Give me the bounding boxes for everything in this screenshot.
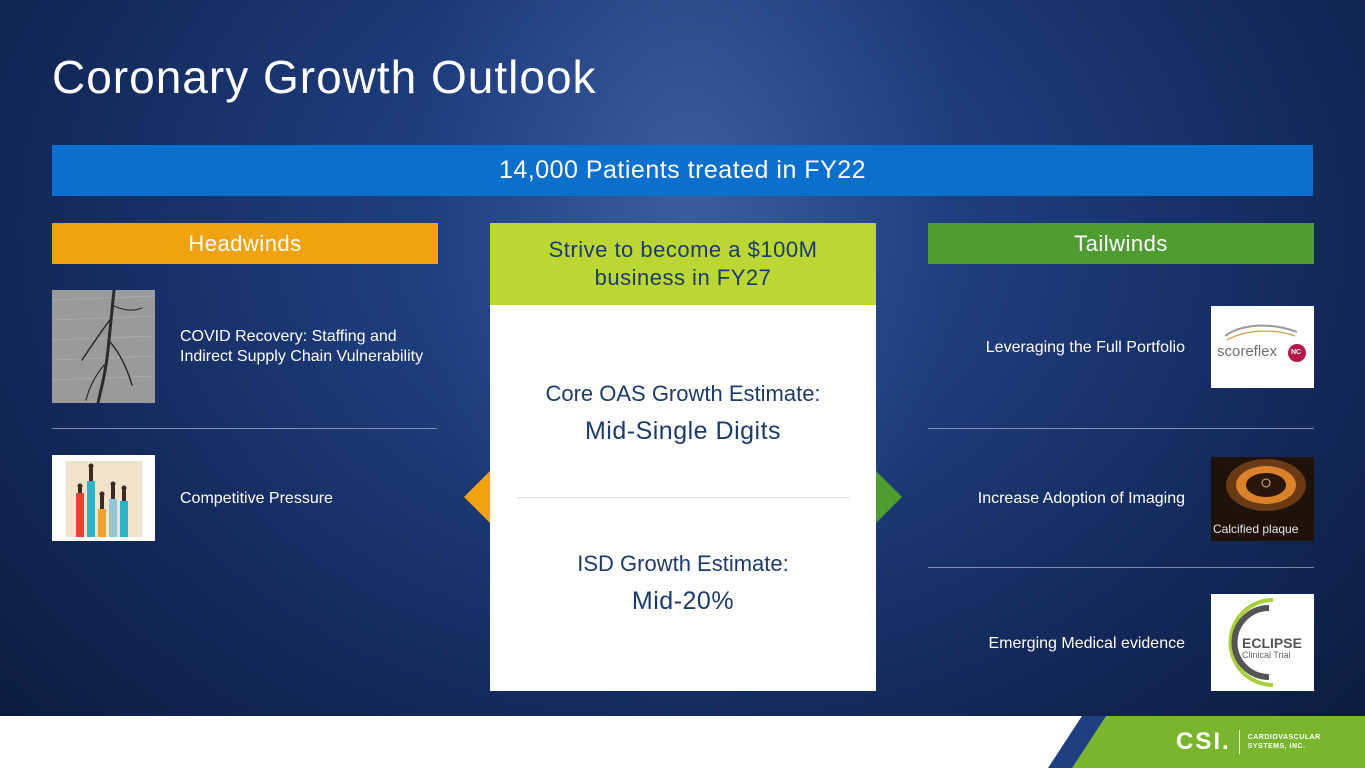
tailwinds-divider-1 [928, 428, 1314, 429]
eclipse-subtitle: Clinical Trial [1242, 650, 1291, 660]
logo-line-1: CARDIOVASCULAR [1247, 734, 1321, 741]
isd-label: ISD Growth Estimate: [577, 551, 789, 576]
footer-green-stripe [1072, 716, 1365, 768]
headwinds-divider [52, 428, 437, 429]
csi-logo-mark: CSI. [1176, 728, 1231, 755]
scoreflex-swoosh-icon [1224, 324, 1306, 362]
arrow-left-icon [464, 471, 490, 523]
arrow-right-icon [876, 471, 902, 523]
csi-logo-text: CARDIOVASCULAR SYSTEMS, INC. [1248, 733, 1321, 751]
isd-estimate: ISD Growth Estimate: Mid-20% [490, 551, 876, 616]
imaging-image: Calcified plaque [1211, 457, 1314, 541]
csi-logo: CSI. CARDIOVASCULAR SYSTEMS, INC. [1176, 727, 1321, 757]
tailwind-item-portfolio: Leveraging the Full Portfolio [985, 339, 1185, 356]
logo-separator [1238, 730, 1240, 754]
eclipse-title: ECLIPSE [1242, 635, 1302, 651]
scoreflex-wordmark: scoreflex [1217, 343, 1278, 360]
center-goal-card: Strive to become a $100M business in FY2… [490, 223, 876, 691]
calcified-plaque-caption: Calcified plaque [1213, 522, 1299, 536]
oct-imaging-icon [1211, 457, 1314, 541]
competition-image [52, 455, 155, 541]
goal-header: Strive to become a $100M business in FY2… [490, 223, 876, 305]
patients-banner: 14,000 Patients treated in FY22 [52, 145, 1313, 196]
isd-value: Mid-20% [631, 587, 735, 615]
bar-chart-people-icon [66, 461, 142, 537]
tailwind-item-evidence: Emerging Medical evidence [988, 635, 1185, 652]
center-divider [516, 497, 850, 498]
core-oas-label: Core OAS Growth Estimate: [545, 381, 821, 406]
headwind-item-covid: COVID Recovery: Staffing and Indirect Su… [180, 328, 424, 365]
tailwinds-header: Tailwinds [928, 223, 1314, 264]
core-oas-estimate: Core OAS Growth Estimate: Mid-Single Dig… [490, 381, 876, 446]
eclipse-trial-logo: ECLIPSE Clinical Trial [1211, 594, 1314, 691]
angiogram-icon [52, 290, 155, 403]
core-oas-value: Mid-Single Digits [584, 417, 782, 445]
page-title: Coronary Growth Outlook [52, 51, 597, 103]
scoreflex-nc-badge: NC [1291, 349, 1302, 356]
tailwind-item-imaging: Increase Adoption of Imaging [977, 490, 1185, 507]
scoreflex-logo: scoreflex NC [1211, 306, 1314, 388]
tailwinds-divider-2 [928, 567, 1314, 568]
eclipse-arc-icon [1228, 598, 1274, 687]
logo-line-2: SYSTEMS, INC. [1247, 743, 1306, 750]
angiogram-image [52, 290, 155, 403]
headwinds-header: Headwinds [52, 223, 438, 264]
headwind-item-competition: Competitive Pressure [180, 490, 333, 507]
